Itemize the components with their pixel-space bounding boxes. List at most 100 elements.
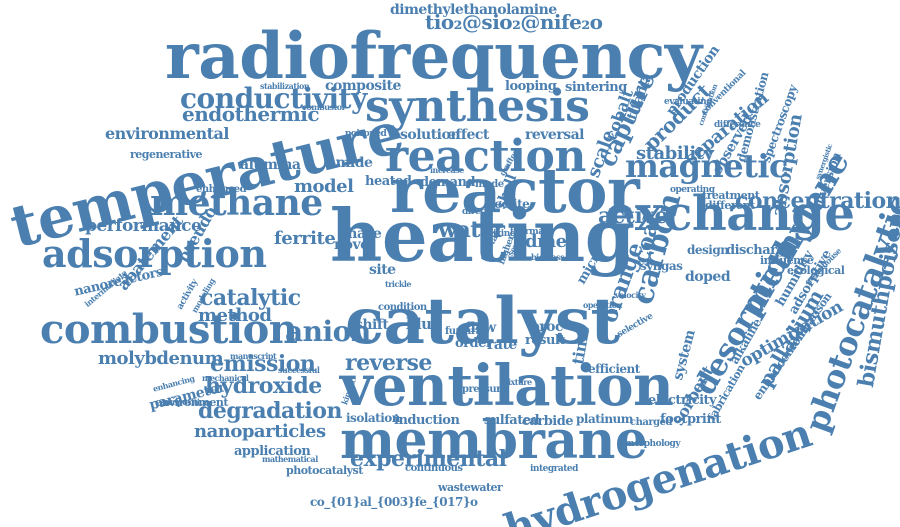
word-122: morphology: [625, 439, 681, 449]
word-40: active: [598, 203, 668, 229]
word-14: magnetic: [625, 147, 789, 185]
word-23: molybdenum: [98, 348, 224, 369]
word-82: result: [525, 333, 565, 348]
word-53: model: [294, 176, 354, 197]
word-59: effect: [447, 127, 489, 143]
word-28: endothermic: [182, 102, 320, 126]
word-21: reverse: [345, 350, 432, 376]
word-30: dimethylethanolamine: [390, 2, 557, 18]
word-120: continuous: [405, 463, 463, 474]
word-11: combustion: [40, 306, 298, 353]
word-154: direct: [462, 207, 489, 217]
word-75: site: [369, 262, 396, 278]
word-56: heated: [365, 174, 412, 189]
word-57: demand: [420, 175, 476, 190]
word-32: composite: [325, 78, 401, 94]
word-4: reactor: [390, 154, 640, 227]
word-125: composition: [160, 397, 210, 407]
word-73: phase: [338, 226, 382, 242]
word-81: proc: [530, 319, 564, 335]
word-20: experimental: [350, 446, 507, 472]
word-104: induction: [394, 413, 460, 428]
word-133: trickle: [385, 279, 412, 289]
word-51: method: [198, 305, 272, 326]
word-60: reversal: [525, 127, 584, 143]
word-100: footprint: [660, 412, 721, 427]
word-29: environmental: [105, 124, 230, 143]
word-48: dmea: [525, 231, 578, 252]
word-26: nanoparticles: [194, 421, 326, 442]
word-124: successful: [278, 365, 320, 375]
word-106: application: [234, 444, 311, 459]
word-117: enhanced: [196, 184, 247, 195]
word-24: hydroxide: [205, 373, 322, 399]
word-140: difference: [714, 120, 761, 130]
word-135: combustor: [302, 102, 346, 112]
word-47: water: [438, 217, 505, 243]
word-52: ferrite: [274, 228, 336, 249]
word-38: stability: [636, 143, 714, 164]
word-143: mixture: [500, 377, 532, 387]
word-13: methane: [150, 182, 323, 224]
word-22: emission: [210, 351, 316, 377]
word-121: integrated: [530, 464, 578, 474]
word-2: catalyst: [345, 284, 620, 359]
word-132: condition: [378, 302, 427, 313]
word-151: mode: [475, 179, 504, 190]
word-86: syngas: [640, 259, 683, 273]
word-49: anion: [285, 315, 371, 348]
word-108: co_{01}al_{003}fe_{017}o: [310, 495, 478, 509]
word-79: order: [455, 336, 493, 351]
word-0: radiofrequency: [165, 19, 702, 94]
word-55: amide: [327, 155, 373, 171]
word-34: sintering: [565, 80, 627, 95]
word-114: different: [705, 199, 755, 212]
word-3: ventilation: [340, 353, 674, 419]
word-111: efficient: [588, 362, 640, 376]
word-123: mechanical: [202, 373, 249, 383]
word-83: zeolite: [488, 197, 530, 211]
word-18: conductivity: [180, 82, 367, 115]
word-155: mixing: [484, 229, 516, 239]
word-8: exchange: [605, 186, 855, 242]
word-99: electricity: [648, 393, 717, 408]
word-25: degradation: [198, 398, 342, 424]
word-118: manuscript: [230, 351, 277, 361]
word-134: poisoned: [345, 129, 387, 139]
word-137: evaluating: [664, 97, 713, 107]
word-109: wastewater: [438, 481, 503, 494]
word-103: sulfated: [484, 413, 540, 428]
word-50: catalytic: [200, 285, 301, 311]
word-147: operation: [583, 300, 622, 310]
word-54: alumina: [240, 157, 301, 173]
word-1: heating: [330, 193, 635, 278]
word-90: ecological: [787, 264, 845, 277]
word-77: blue: [406, 315, 441, 333]
word-12: adsorption: [42, 231, 267, 276]
word-102: carbide: [522, 414, 574, 429]
word-136: stabilization: [260, 81, 310, 91]
word-148: velocity: [615, 290, 646, 300]
word-74: novel: [334, 237, 374, 253]
word-105: isolation: [346, 411, 400, 425]
word-113: treatment: [702, 189, 760, 202]
word-87: design: [687, 243, 729, 257]
word-116: regenerative: [130, 148, 203, 161]
word-33: looping: [505, 79, 557, 94]
word-115: environment: [155, 396, 228, 409]
word-119: mathematical: [262, 454, 318, 464]
word-131: furfural: [445, 326, 485, 337]
word-80: rate: [487, 337, 517, 353]
word-107: photocatalyst: [286, 464, 363, 477]
word-6: membrane: [340, 410, 648, 471]
word-88: discharge: [726, 243, 793, 258]
word-153: increase: [430, 165, 464, 175]
word-156: thermal: [510, 227, 547, 237]
word-145: charged: [630, 417, 672, 428]
word-58: solution: [400, 127, 461, 143]
word-78: flow: [465, 320, 496, 336]
word-9: synthesis: [365, 81, 590, 132]
word-10: reaction: [385, 131, 586, 182]
word-142: operating: [670, 185, 715, 195]
